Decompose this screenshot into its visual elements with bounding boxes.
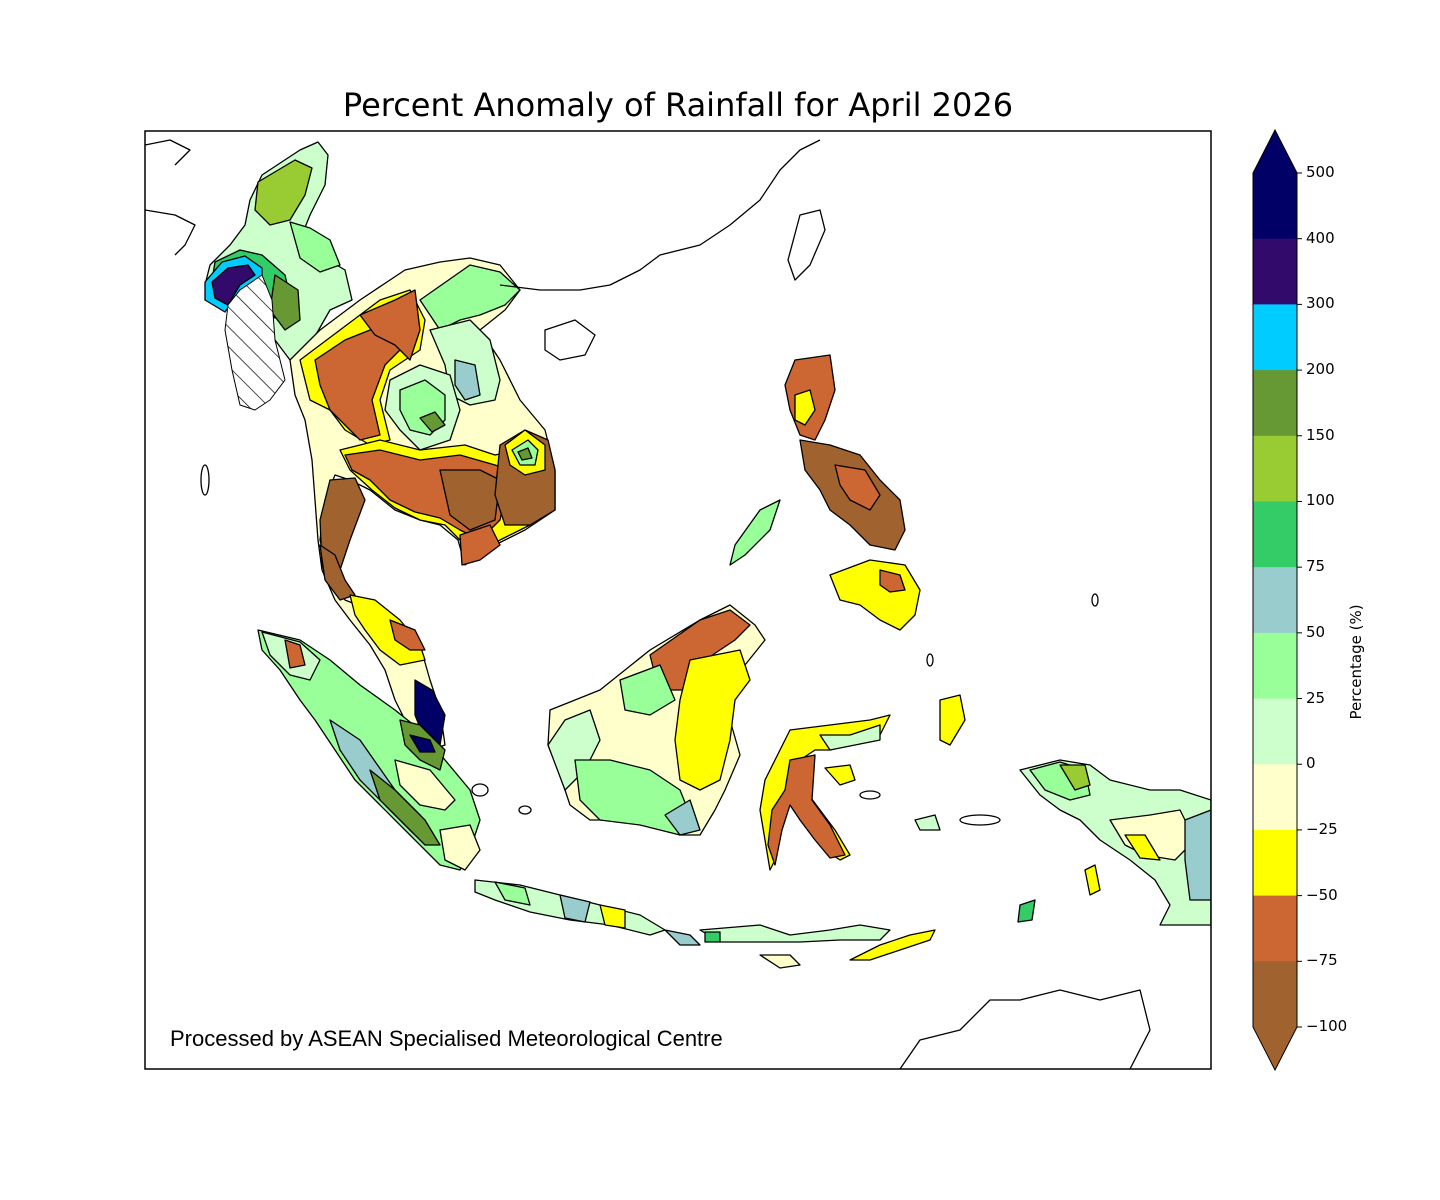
- colorbar-tick-label: −100: [1306, 1017, 1348, 1035]
- colorbar-bin: [1253, 698, 1297, 765]
- region-java: [474, 879, 936, 969]
- colorbar-bin: [1253, 304, 1297, 371]
- region-coastlines: [544, 209, 826, 361]
- colorbar-tick-label: 0: [1306, 754, 1316, 773]
- colorbar-tick-label: 100: [1306, 491, 1335, 510]
- region-small-islands: [200, 464, 1099, 826]
- colorbar-extend-max: [1253, 130, 1297, 173]
- region-borneo: [547, 604, 766, 836]
- colorbar-tick-label: 25: [1306, 688, 1326, 707]
- region-sumatra: [257, 629, 481, 871]
- region-indochina: [289, 257, 556, 751]
- map-frame: [144, 130, 1212, 1070]
- region-philippines: [729, 354, 921, 631]
- colorbar-bin: [1253, 173, 1297, 240]
- colorbar-tick-label: −50: [1306, 885, 1338, 904]
- colorbar-tick-label: −25: [1306, 819, 1338, 838]
- credit-text: Processed by ASEAN Specialised Meteorolo…: [170, 1026, 723, 1051]
- colorbar-bin: [1253, 632, 1297, 700]
- colorbar-bin: [1253, 501, 1297, 568]
- map-title: Percent Anomaly of Rainfall for April 20…: [342, 86, 1014, 124]
- colorbar-bin: [1253, 764, 1297, 831]
- colorbar-bin: [1253, 567, 1297, 634]
- colorbar-tick-label: 500: [1306, 163, 1335, 181]
- colorbar-tick-label: −75: [1306, 951, 1338, 970]
- region-outline-coasts: [145, 139, 1151, 1069]
- colorbar-axis-label: Percentage (%): [1347, 604, 1365, 720]
- colorbar-bin: [1253, 435, 1297, 502]
- colorbar-bin: [1253, 238, 1297, 305]
- colorbar-tick-label: 150: [1306, 425, 1335, 444]
- colorbar-extend-min: [1253, 1027, 1297, 1070]
- region-myanmar: [204, 141, 353, 411]
- colorbar-tick-label: 75: [1306, 557, 1326, 576]
- region-new-guinea: [914, 694, 1211, 926]
- colorbar-tick-label: 50: [1306, 622, 1326, 641]
- region-sulawesi: [759, 714, 891, 871]
- colorbar-bin: [1253, 829, 1297, 897]
- colorbar-tick-label: 400: [1306, 228, 1335, 247]
- colorbar-tick-label: 300: [1306, 294, 1335, 313]
- colorbar-bin: [1253, 370, 1297, 437]
- colorbar: [1252, 128, 1302, 1072]
- colorbar-tick-label: 200: [1306, 360, 1335, 379]
- colorbar-bin: [1253, 961, 1297, 1028]
- colorbar-bin: [1253, 895, 1297, 962]
